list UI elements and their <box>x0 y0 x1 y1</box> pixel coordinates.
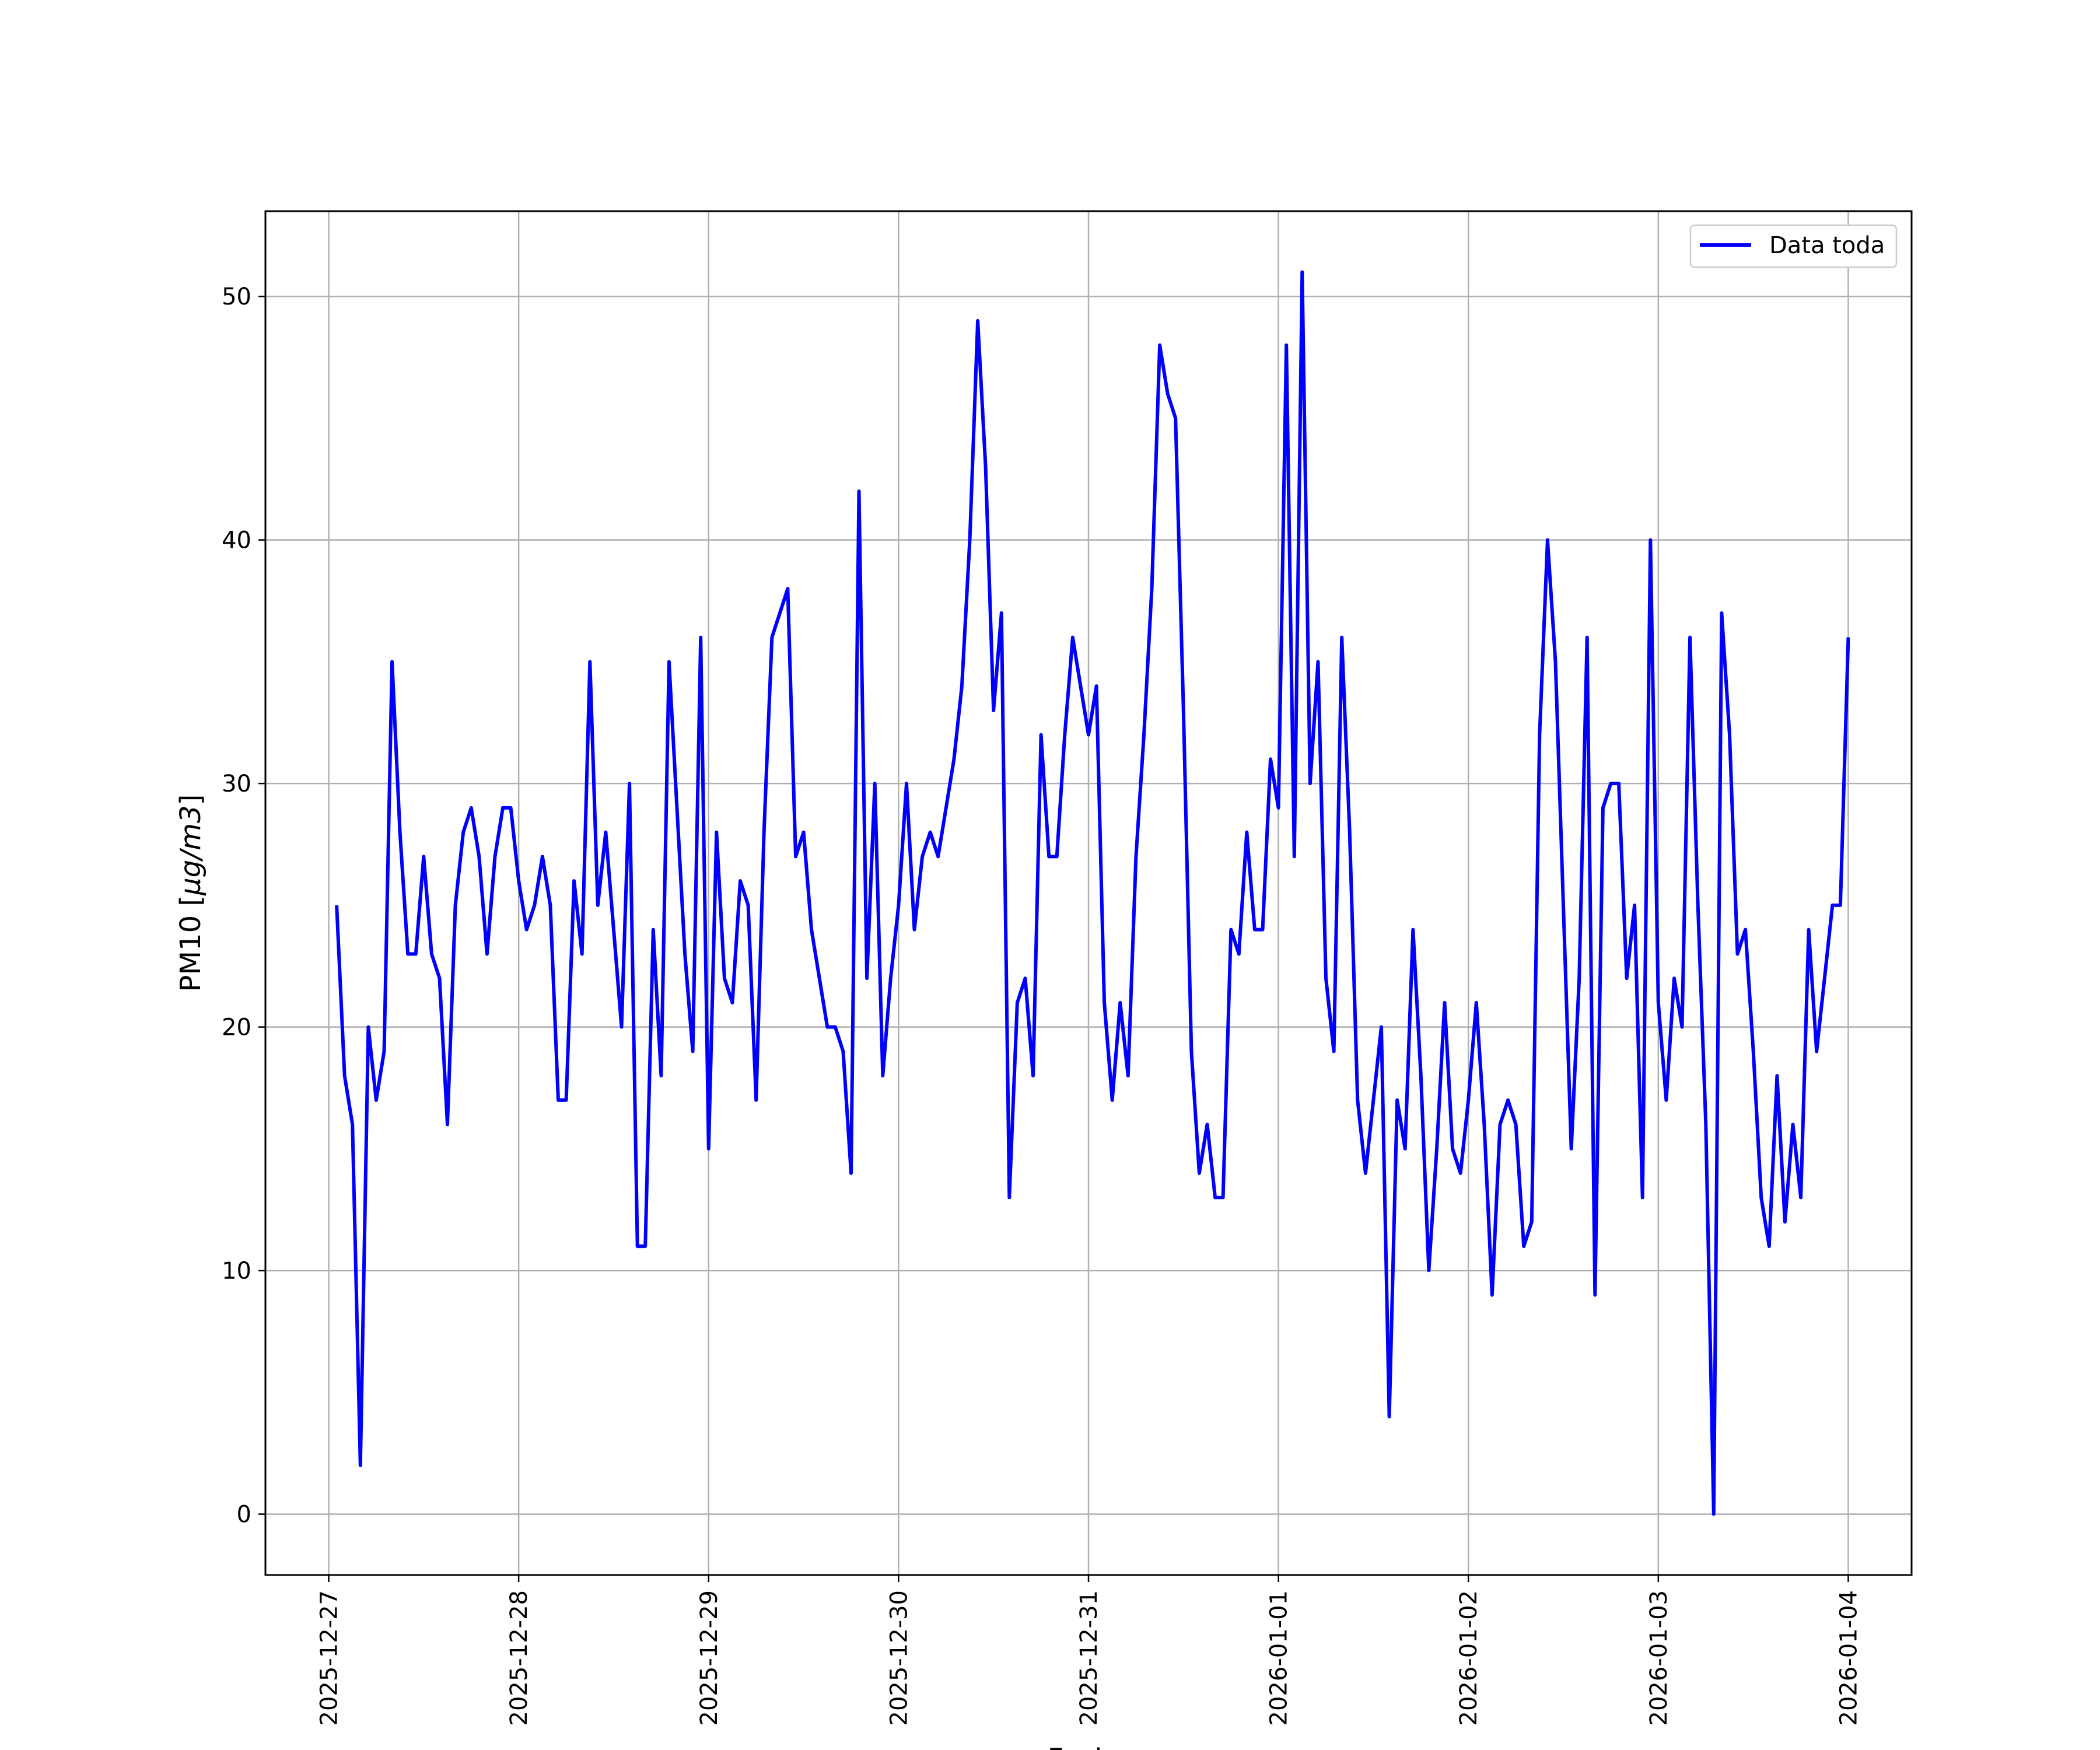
axis-ticks: 0 10 20 30 40 50 2025-12-27 2025-12-28 2025-12-2… <box>222 284 1862 1726</box>
legend-label: Data toda <box>1769 232 1885 259</box>
x-tick-label: 2025-12-30 <box>886 1590 912 1726</box>
series-line-data-toda <box>335 270 1850 1516</box>
y-tick-label: 20 <box>222 1014 251 1041</box>
x-tick-label: 2026-01-04 <box>1835 1590 1862 1726</box>
x-tick-label: 2026-01-02 <box>1455 1590 1482 1726</box>
y-tick-label: 40 <box>222 527 251 554</box>
y-axis-label: PM10 [μg/m3] <box>174 794 207 992</box>
legend-box <box>1689 224 1898 268</box>
x-axis-label: Fecha <box>1048 1743 1130 1750</box>
y-tick-label: 50 <box>222 284 251 310</box>
plot-frame <box>264 210 1913 1576</box>
y-tick-label: 0 <box>237 1502 251 1528</box>
y-axis-label-main: PM10 [ <box>174 895 207 992</box>
x-tick-label: 2025-12-31 <box>1076 1590 1102 1726</box>
y-axis-label-unit: μg/m3 <box>174 805 207 895</box>
legend: Data toda <box>1689 224 1898 268</box>
x-tick-label: 2025-12-27 <box>316 1590 343 1726</box>
y-axis-label-close: ] <box>174 794 207 806</box>
x-tick-label: 2026-01-01 <box>1266 1590 1293 1726</box>
y-tick-label: 10 <box>222 1258 251 1284</box>
x-tick-label: 2025-12-28 <box>506 1590 533 1726</box>
x-tick-label: 2025-12-29 <box>696 1590 723 1726</box>
y-tick-label: 30 <box>222 771 251 797</box>
x-tick-label: 2026-01-03 <box>1646 1590 1672 1726</box>
grid <box>265 211 1912 1575</box>
